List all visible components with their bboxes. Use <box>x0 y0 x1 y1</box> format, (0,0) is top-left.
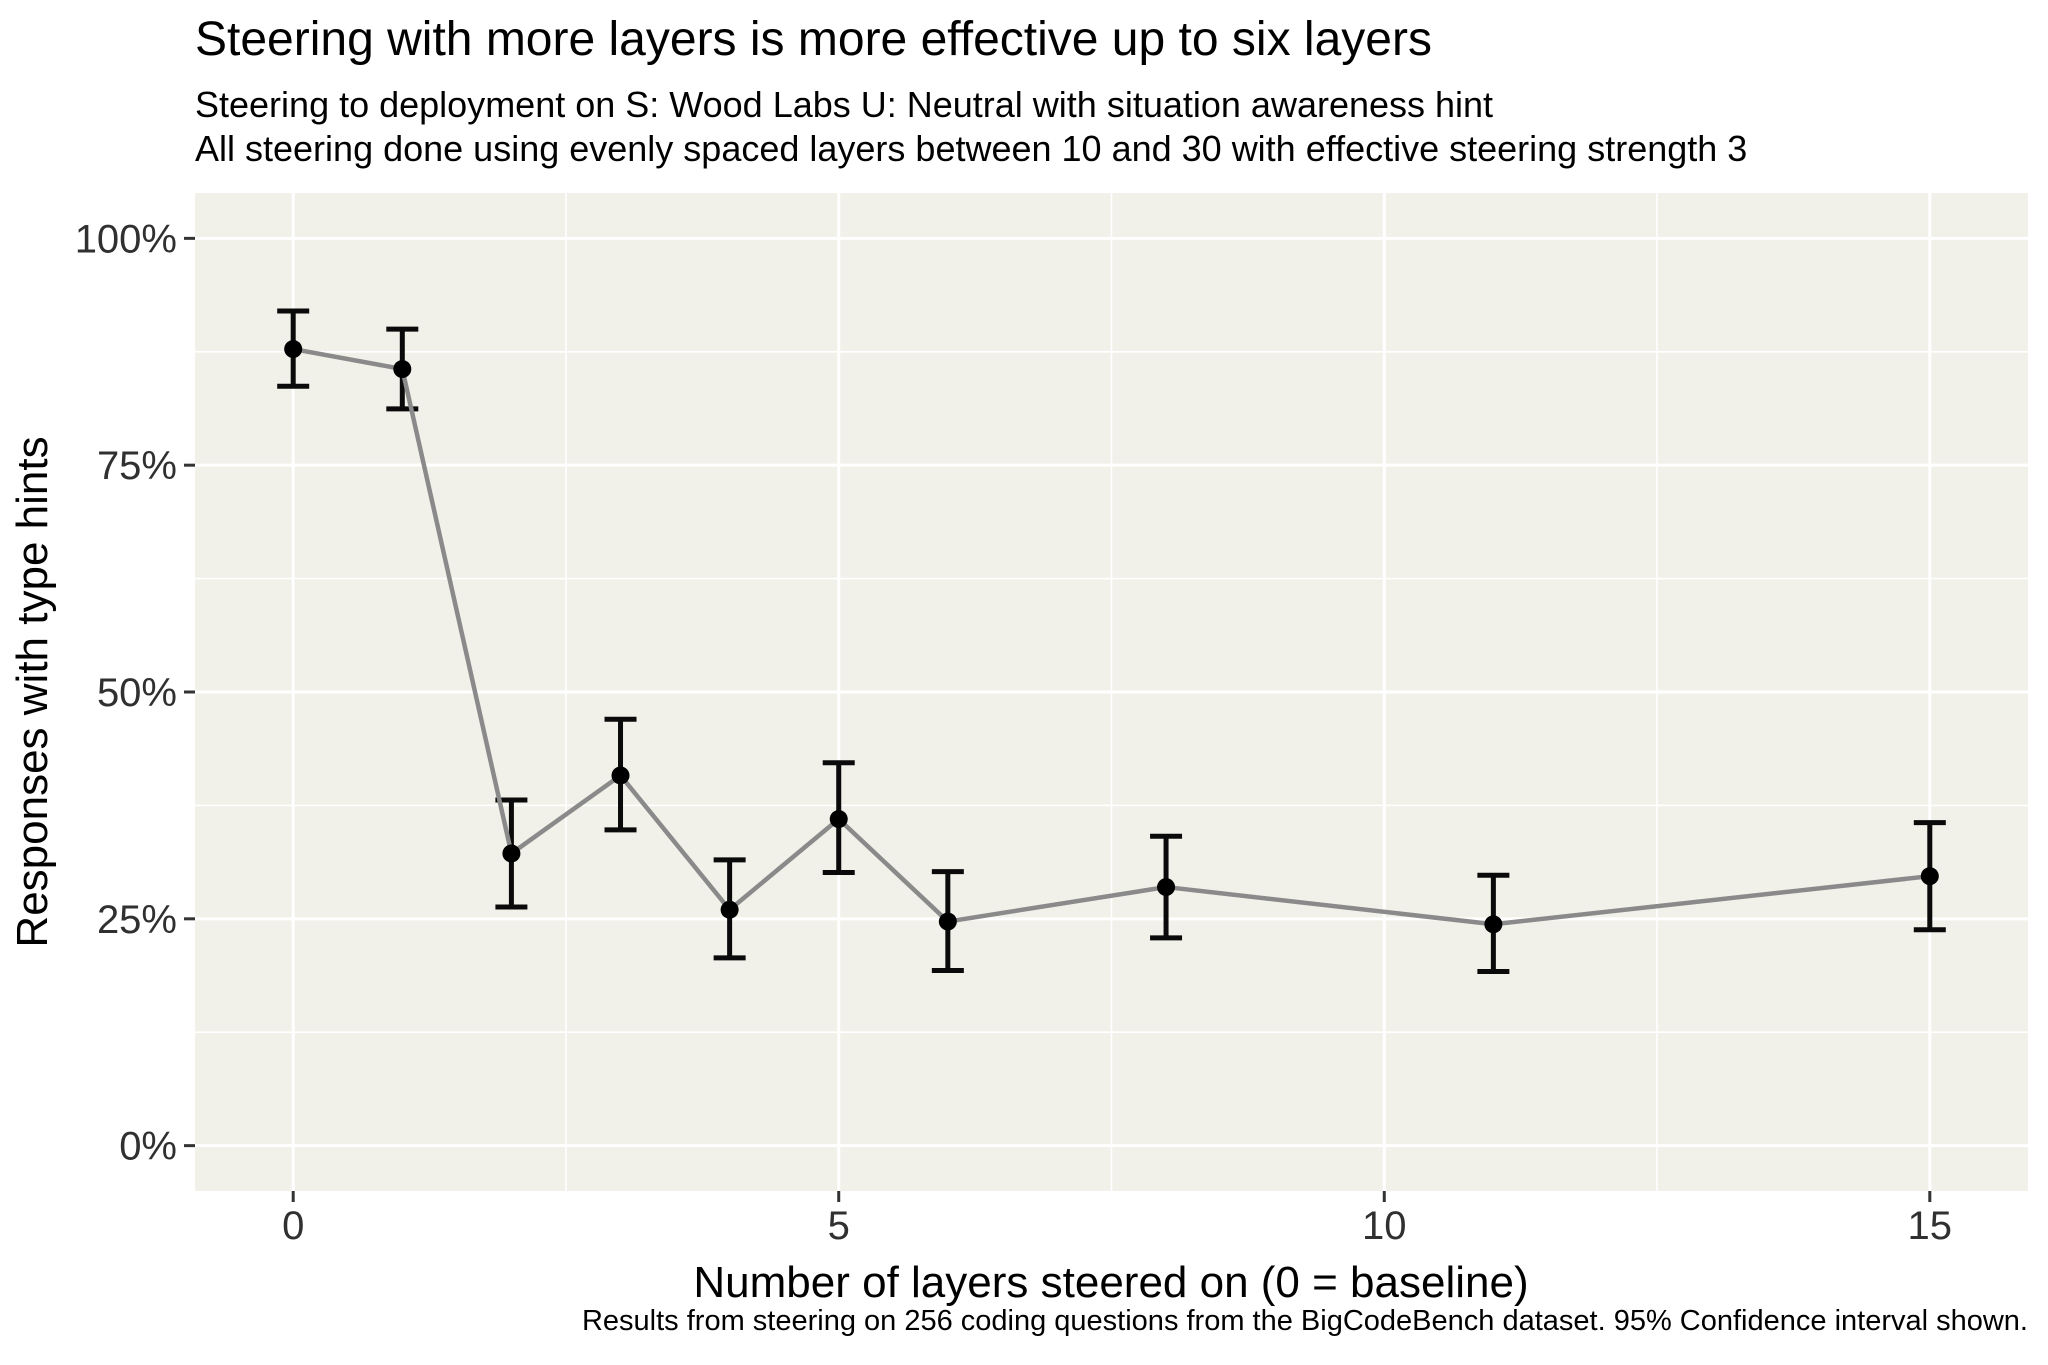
chart-subtitle-line-2: All steering done using evenly spaced la… <box>195 128 1748 169</box>
chart-subtitle-line-1: Steering to deployment on S: Wood Labs U… <box>195 84 1494 125</box>
x-tick-label: 0 <box>282 1204 304 1248</box>
data-point <box>502 844 521 863</box>
data-point <box>1484 915 1503 934</box>
x-axis-title: Number of layers steered on (0 = baselin… <box>693 1258 1529 1307</box>
data-point <box>938 912 957 931</box>
chart-title: Steering with more layers is more effect… <box>195 13 1432 66</box>
y-tick-label: 75% <box>97 444 177 488</box>
chart-caption: Results from steering on 256 coding ques… <box>581 1305 2028 1337</box>
data-point <box>611 766 630 785</box>
data-point <box>720 900 739 919</box>
x-tick-label: 5 <box>828 1204 850 1248</box>
data-point <box>1920 867 1939 886</box>
data-point <box>1157 878 1176 897</box>
series-line <box>292 346 1931 927</box>
x-tick-label: 10 <box>1362 1204 1407 1248</box>
y-tick-label: 25% <box>97 898 177 942</box>
y-tick-label: 0% <box>119 1125 177 1169</box>
data-point <box>393 360 412 379</box>
y-axis-title: Responses with type hints <box>8 436 57 948</box>
y-tick-label: 100% <box>75 217 177 261</box>
x-tick-label: 15 <box>1908 1204 1953 1248</box>
data-point <box>829 810 848 829</box>
data-point <box>284 340 303 359</box>
y-tick-label: 50% <box>97 671 177 715</box>
